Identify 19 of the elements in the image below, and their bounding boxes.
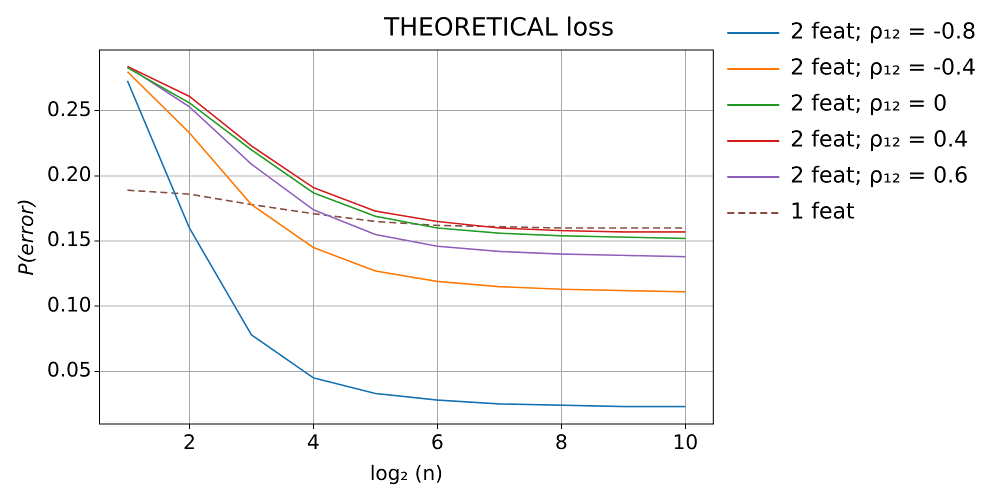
legend-label: 2 feat; ρ₁₂ = 0.4 [790, 128, 968, 153]
y-tick-label: 0.10 [47, 292, 92, 316]
chart-title: THEORETICAL loss [382, 12, 614, 42]
x-tick-label: 10 [672, 430, 698, 454]
x-tick-label: 2 [183, 430, 196, 454]
y-tick-label: 0.25 [47, 96, 92, 121]
legend-label: 2 feat; ρ₁₂ = 0.6 [790, 164, 968, 189]
x-tick-label: 6 [431, 430, 444, 454]
y-axis-title: P(error) [14, 198, 38, 276]
x-tick-label: 8 [555, 430, 568, 454]
legend-label: 2 feat; ρ₁₂ = -0.4 [790, 56, 976, 81]
y-tick-label: 0.05 [47, 358, 92, 382]
x-axis-title: log₂ (n) [370, 461, 443, 486]
legend-label: 2 feat; ρ₁₂ = 0 [790, 92, 948, 117]
y-tick-label: 0.15 [47, 227, 92, 252]
y-tick-label: 0.20 [47, 162, 92, 186]
x-tick-label: 4 [307, 430, 320, 454]
legend-label: 2 feat; ρ₁₂ = -0.8 [790, 20, 976, 45]
legend-label: 1 feat [790, 200, 856, 225]
